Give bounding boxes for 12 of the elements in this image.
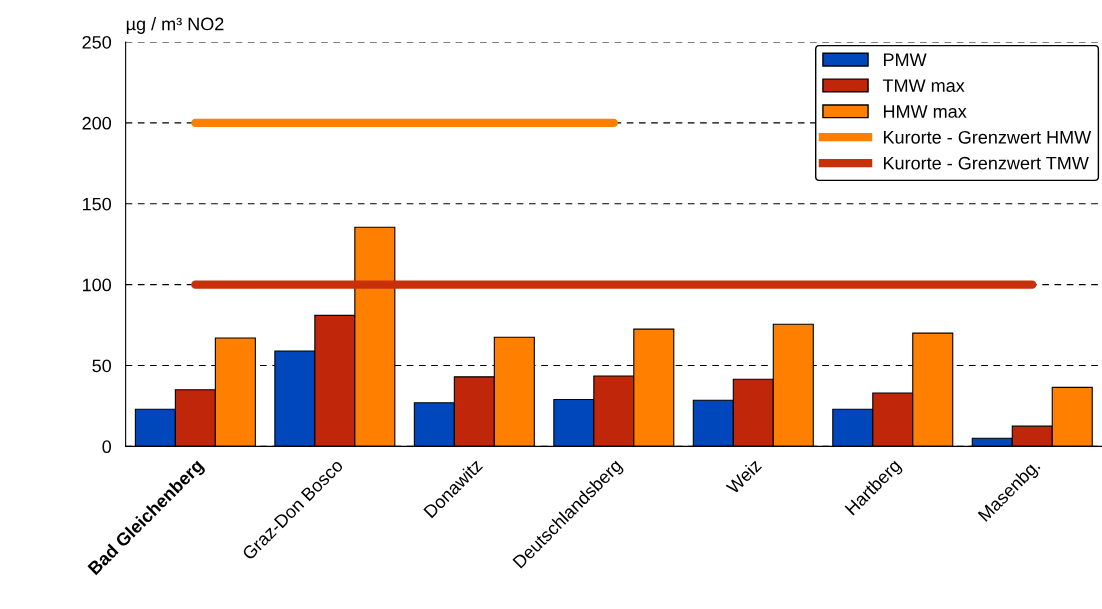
legend-label: PMW xyxy=(883,53,927,66)
y-tick-label: 0 xyxy=(102,440,112,454)
legend-label: TMW max xyxy=(882,79,965,92)
y-tick-label: 150 xyxy=(82,197,112,211)
legend-label: HMW max xyxy=(883,105,967,118)
legend-label: Kurorte - Grenzwert TMW xyxy=(883,156,1089,170)
y-tick-label: 200 xyxy=(82,116,112,130)
y-axis-title: µg / m³ NO2 xyxy=(126,17,224,34)
legend-label: Kurorte - Grenzwert HMW xyxy=(883,130,1092,144)
y-tick-label: 100 xyxy=(82,278,112,292)
y-tick-label: 50 xyxy=(92,359,112,373)
y-tick-label: 250 xyxy=(82,35,112,49)
